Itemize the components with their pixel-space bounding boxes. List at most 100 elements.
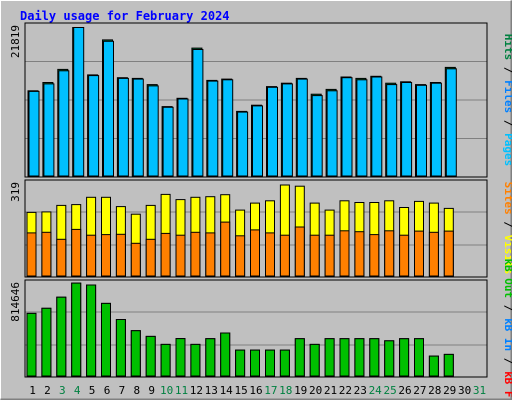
bar-kb-out-day-26: [399, 338, 410, 377]
bar-files-day-26: [401, 82, 413, 177]
panel-frame: [24, 179, 488, 278]
legend-entry: /: [502, 351, 512, 371]
x-tick-label-day-16: 16: [249, 384, 262, 397]
bar-files-day-5: [88, 75, 100, 177]
bar-files-day-3: [58, 70, 70, 177]
bar-kb-out-day-25: [384, 340, 395, 377]
bar-files-day-19: [296, 78, 308, 177]
bar-sites-day-24: [369, 234, 380, 277]
x-tick-label-day-20: 20: [309, 384, 322, 397]
bar-files-day-21: [326, 90, 338, 177]
x-tick-label-day-28: 28: [428, 384, 441, 397]
x-axis-tick-labels: 1 2 3 4 5 6 7 8 9 10 11 12 13 14 15 16 17 18 19 20 21 22 23 24 2…: [29, 384, 486, 397]
bar-kb-out-day-23: [354, 338, 365, 377]
bar-kb-out-day-21: [324, 338, 335, 377]
x-tick-label-day-5: 5: [89, 384, 96, 397]
bar-files-day-13: [207, 80, 219, 177]
x-tick-label-day-31: 31: [473, 384, 486, 397]
panel-legend: Sites / Visits: [502, 182, 512, 275]
bar-kb-out-day-20: [309, 343, 320, 377]
bar-kb-out-day-13: [205, 338, 216, 377]
x-tick-label-day-1: 1: [29, 384, 36, 397]
bar-kb-out-day-19: [294, 338, 305, 377]
bar-sites-day-12: [190, 231, 201, 277]
bar-kb-out-day-22: [339, 338, 350, 377]
chart-title: Daily usage for February 2024: [20, 9, 230, 23]
bar-kb-out-day-5: [86, 284, 97, 377]
y-max-label: 814646: [9, 282, 22, 322]
bar-kb-out-day-15: [235, 349, 246, 377]
x-tick-label-day-10: 10: [160, 384, 173, 397]
bar-files-day-25: [386, 84, 398, 177]
bar-files-day-11: [177, 98, 189, 177]
bar-kb-out-day-14: [220, 332, 231, 377]
bar-kb-out-day-3: [56, 296, 67, 377]
legend-entry: /: [502, 298, 512, 318]
x-tick-label-day-25: 25: [383, 384, 396, 397]
x-tick-label-day-12: 12: [190, 384, 203, 397]
bar-sites-day-15: [235, 235, 246, 277]
bar-files-day-23: [356, 79, 368, 177]
x-tick-label-day-22: 22: [339, 384, 352, 397]
bar-kb-out-day-8: [130, 330, 141, 377]
x-tick-label-day-15: 15: [234, 384, 247, 397]
legend-entry: Pages: [502, 133, 512, 166]
x-tick-label-day-6: 6: [104, 384, 111, 397]
bar-sites-day-29: [443, 230, 454, 277]
bar-kb-out-day-9: [145, 335, 156, 377]
bar-kb-out-day-17: [265, 349, 275, 377]
bar-sites-day-23: [354, 231, 365, 277]
bar-sites-day-20: [309, 234, 320, 277]
bar-sites-day-21: [324, 234, 335, 277]
legend-entry: /: [502, 113, 512, 133]
bar-files-day-1: [28, 90, 40, 177]
bar-sites-day-26: [399, 234, 410, 277]
bar-files-day-20: [311, 95, 323, 177]
legend-entry: Files: [502, 80, 512, 113]
panel-visits-sites: 319 Sites / Visits: [9, 179, 512, 278]
bar-files-day-4: [73, 27, 85, 177]
panel-frame: [24, 279, 488, 378]
x-tick-label-day-2: 2: [44, 384, 51, 397]
bar-files-day-22: [341, 77, 353, 177]
bar-sites-day-10: [160, 232, 171, 277]
legend-entry: kB Out: [502, 258, 512, 298]
x-tick-label-day-19: 19: [294, 384, 307, 397]
bar-sites-day-17: [265, 232, 275, 277]
x-tick-label-day-3: 3: [59, 384, 66, 397]
bar-kb-out-day-27: [414, 338, 424, 377]
panel-legend: kB Out / kB In / kB F: [502, 258, 512, 397]
x-tick-label-day-26: 26: [398, 384, 411, 397]
x-tick-label-day-17: 17: [264, 384, 277, 397]
bar-kb-out-day-11: [175, 338, 186, 377]
panel-hits-files-pages: 21819 Hits / Files / Pages: [9, 22, 512, 178]
bar-files-day-27: [416, 84, 427, 177]
bar-sites-day-7: [115, 233, 126, 277]
bar-files-day-2: [43, 83, 55, 177]
bar-sites-day-5: [86, 234, 97, 277]
legend-entry: /: [502, 215, 512, 235]
x-tick-label-day-24: 24: [369, 384, 383, 397]
bar-sites-day-25: [384, 230, 395, 277]
legend-entry: kB In: [502, 318, 512, 351]
bar-kb-out-day-16: [250, 349, 260, 377]
bar-sites-day-3: [56, 238, 67, 277]
bar-files-day-16: [252, 105, 263, 177]
y-max-label: 21819: [9, 25, 22, 58]
x-tick-label-day-9: 9: [148, 384, 155, 397]
bar-files-day-14: [222, 79, 234, 177]
bar-files-day-18: [281, 83, 293, 177]
x-tick-label-day-14: 14: [220, 384, 234, 397]
bar-kb-out-day-4: [71, 282, 82, 377]
bar-files-day-7: [117, 77, 129, 177]
x-tick-label-day-18: 18: [279, 384, 292, 397]
bar-kb-out-day-29: [443, 353, 454, 377]
x-tick-label-day-4: 4: [74, 384, 81, 397]
legend-entry: Visits: [502, 235, 512, 275]
bar-kb-out-day-1: [26, 312, 37, 377]
bar-sites-day-18: [279, 234, 290, 277]
bar-sites-day-28: [428, 231, 439, 277]
bar-files-day-8: [132, 78, 144, 177]
